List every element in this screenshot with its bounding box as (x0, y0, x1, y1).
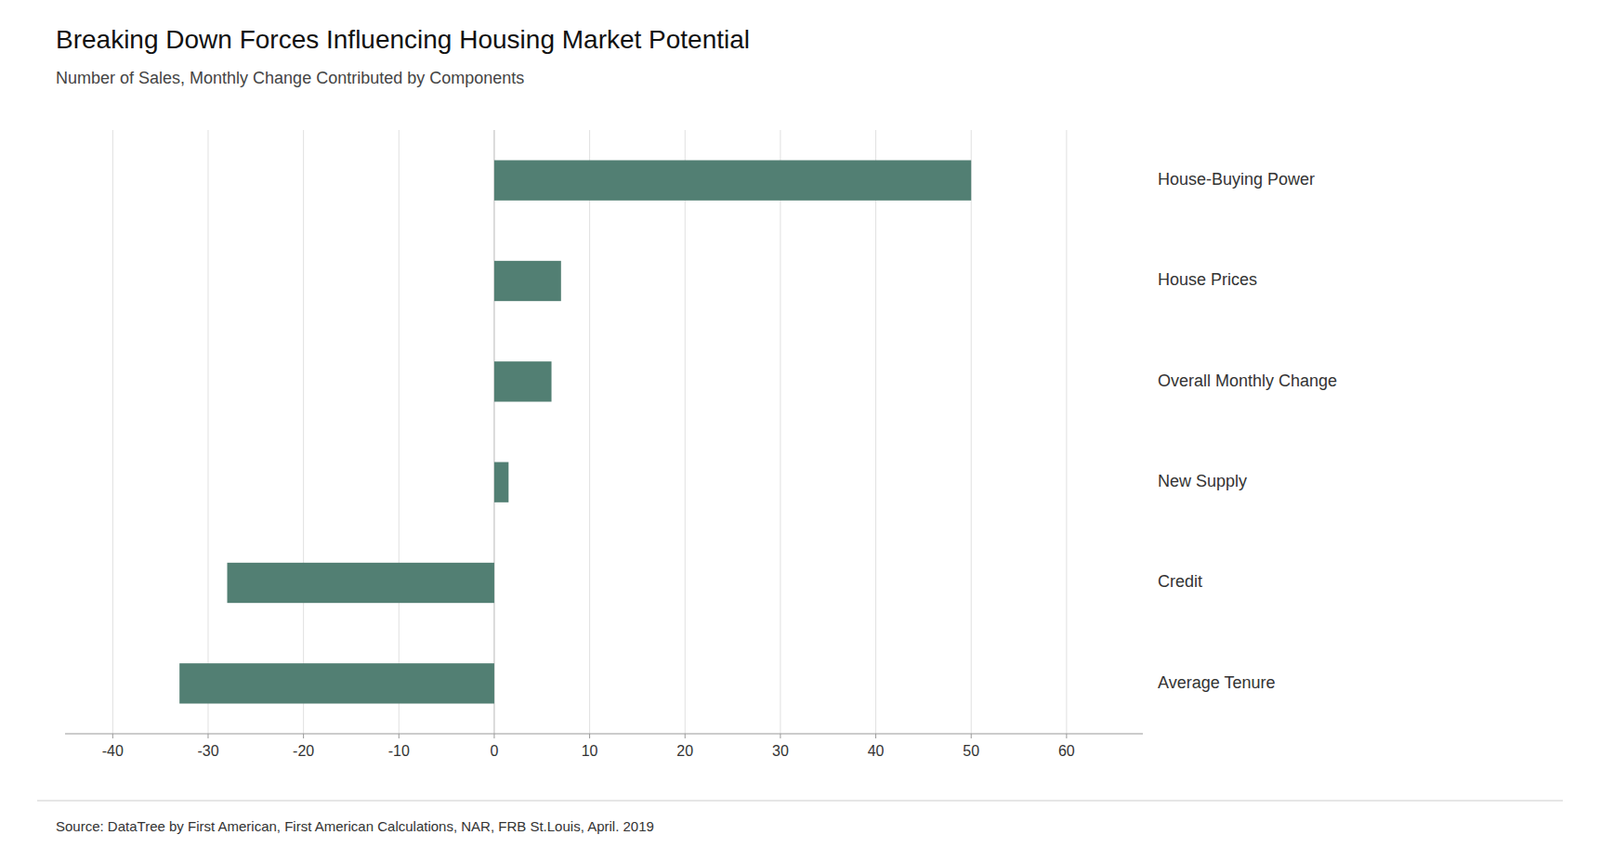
tick-label: -20 (292, 743, 315, 760)
bars (179, 160, 971, 705)
subtitle: Number of Sales, Monthly Change Contribu… (55, 68, 525, 88)
separator (37, 800, 1563, 802)
grid-line (875, 130, 877, 735)
axis-line (65, 734, 1143, 735)
grid-line (112, 130, 114, 735)
tick-mark (589, 734, 591, 739)
source: Source: DataTree by First American, Firs… (55, 818, 655, 835)
category-label: Average Tenure (1157, 673, 1275, 693)
tick-mark (779, 734, 781, 739)
tick-mark (875, 734, 877, 739)
chart: Breaking Down Forces Influencing Housing… (0, 0, 1600, 861)
grid-line (684, 130, 686, 735)
tick-mark (398, 734, 400, 739)
tick-label: -40 (102, 743, 124, 760)
bar (494, 361, 552, 402)
category-label: Overall Monthly Change (1157, 371, 1338, 391)
tick-mark (112, 734, 114, 739)
grid-line (493, 130, 495, 735)
grid-line (398, 130, 400, 735)
category-label: New Supply (1157, 472, 1247, 491)
grid (112, 130, 1067, 735)
grid-line (302, 130, 304, 735)
tick-mark (684, 734, 686, 739)
tick-mark (302, 734, 304, 739)
x-axis: -40 -30 -20 -10 0 10 20 30 40 50 60 (65, 734, 1143, 760)
grid-line (589, 130, 591, 735)
tick-label: 50 (962, 743, 980, 760)
grid-line (970, 130, 972, 735)
bar (494, 160, 971, 201)
tick-mark (207, 734, 209, 739)
grid-line (779, 130, 781, 735)
category-label: Credit (1157, 572, 1203, 591)
tick-label: -30 (196, 743, 219, 760)
bar (179, 663, 495, 704)
tick-label: -10 (388, 743, 410, 760)
tick-mark (970, 734, 972, 739)
title: Breaking Down Forces Influencing Housing… (55, 25, 750, 54)
category-label: House-Buying Power (1157, 170, 1315, 189)
grid-line (1065, 130, 1067, 735)
tick-label: 0 (489, 743, 499, 760)
tick-label: 60 (1058, 743, 1076, 760)
tick-label: 10 (581, 743, 599, 760)
tick-mark (493, 734, 495, 739)
bar (227, 563, 495, 604)
category-labels: House-Buying Power House Prices Overall Mo… (1157, 170, 1338, 693)
tick-label: 40 (867, 743, 885, 760)
tick-mark (1065, 734, 1067, 739)
grid-line (207, 130, 209, 735)
bar (494, 261, 562, 302)
category-label: House Prices (1157, 270, 1258, 289)
bar (494, 462, 509, 503)
tick-label: 30 (772, 743, 789, 760)
tick-label: 20 (676, 743, 694, 760)
